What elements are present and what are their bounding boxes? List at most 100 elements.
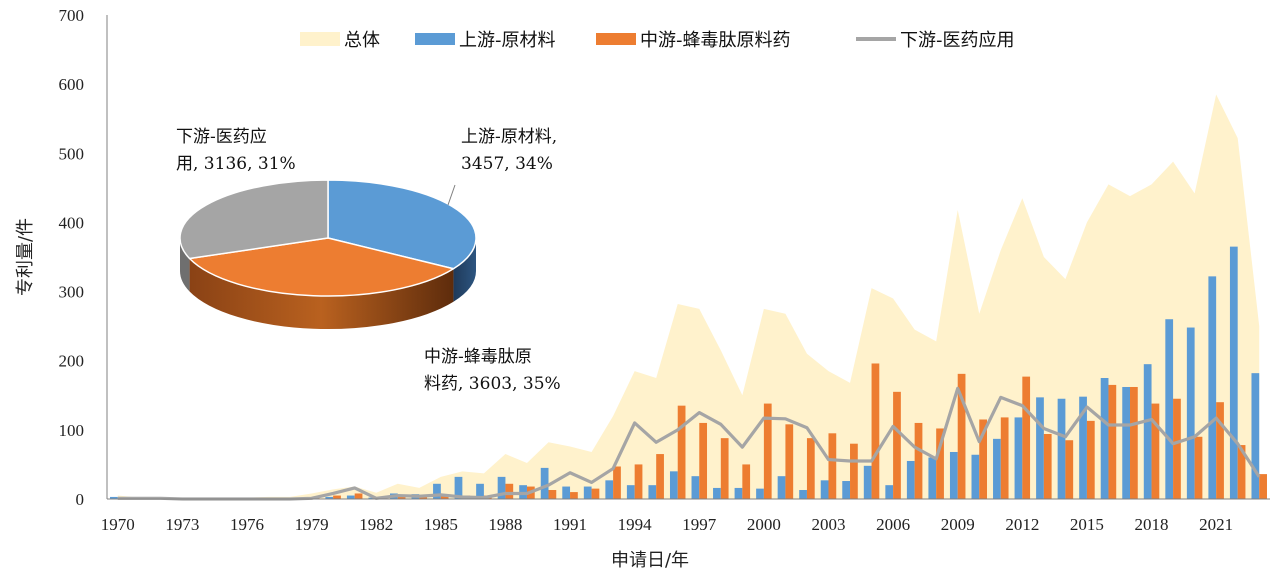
pie-slice — [179, 179, 329, 260]
pie-chart — [179, 179, 477, 329]
x-tick-label: 1991 — [553, 515, 587, 534]
x-tick-label: 1976 — [230, 515, 264, 534]
area-series-layer — [117, 94, 1260, 499]
bar-upstream — [1057, 398, 1066, 499]
bar-midstream — [699, 422, 708, 499]
x-tick-label: 1994 — [618, 515, 653, 534]
line-downstream — [117, 386, 1261, 501]
bar-midstream — [957, 373, 966, 499]
bar-midstream — [936, 428, 944, 499]
line-series-layer — [117, 386, 1261, 501]
bar-upstream — [110, 496, 118, 499]
bar-upstream — [1122, 386, 1131, 499]
bar-upstream — [906, 460, 915, 499]
legend-label-midstream: 中游-蜂毒肽原料药 — [640, 30, 791, 51]
x-tick-label: 1997 — [682, 515, 717, 534]
x-tick-label: 1979 — [295, 515, 329, 534]
bar-upstream — [583, 486, 592, 499]
pie-label-midstream-line2: 料药, 3603, 35% — [424, 374, 561, 394]
bar-midstream — [333, 495, 341, 499]
bar-midstream — [1000, 417, 1009, 499]
x-tick-label: 2000 — [747, 515, 781, 534]
pie-label-downstream-line2: 用, 3136, 31% — [176, 154, 296, 174]
bar-midstream — [785, 424, 794, 499]
pie-labels: 下游-医药应 用, 3136, 31% 上游-原材料, 3457, 34% 中游… — [176, 127, 561, 394]
bar-upstream — [734, 487, 743, 499]
bar-upstream — [777, 476, 786, 499]
bar-upstream — [454, 476, 463, 499]
bar-midstream — [1108, 384, 1117, 499]
bar-midstream — [1086, 420, 1095, 499]
x-tick-label: 1988 — [488, 515, 522, 534]
bar-upstream — [1186, 327, 1195, 499]
y-tick-label: 200 — [59, 352, 85, 371]
x-tick-label: 2015 — [1070, 515, 1104, 534]
x-tick-label: 2006 — [876, 515, 910, 534]
bar-midstream — [914, 422, 923, 499]
bar-midstream — [979, 419, 987, 499]
legend-swatch-overall — [300, 32, 340, 46]
bar-upstream — [799, 490, 807, 499]
bar-midstream — [1151, 403, 1160, 499]
x-tick-label: 1970 — [101, 515, 135, 534]
bar-upstream — [971, 454, 980, 499]
bar-upstream — [1251, 373, 1260, 499]
bar-midstream — [656, 454, 664, 499]
bar-upstream — [626, 485, 635, 499]
bar-midstream — [763, 403, 772, 499]
pie-leader-line-upstream — [447, 184, 456, 206]
bar-midstream — [677, 405, 686, 499]
bar-upstream — [1036, 397, 1044, 499]
bar-midstream — [720, 438, 729, 499]
bar-midstream — [548, 490, 557, 499]
pie-side-wall — [180, 238, 190, 292]
pie-label-upstream-line2: 3457, 34% — [461, 154, 553, 174]
bar-upstream — [433, 483, 441, 499]
bar-upstream — [562, 486, 571, 499]
bar-upstream — [1143, 364, 1152, 499]
bar-midstream — [505, 483, 514, 499]
y-tick-label: 300 — [59, 283, 85, 302]
bar-midstream — [1237, 445, 1246, 499]
bar-midstream — [354, 493, 363, 499]
bar-midstream — [1065, 440, 1074, 499]
x-tick-label: 2018 — [1135, 515, 1169, 534]
bar-midstream — [634, 464, 643, 499]
bar-upstream — [885, 485, 894, 499]
y-tick-label: 0 — [76, 490, 85, 509]
bar-midstream — [570, 492, 578, 499]
bar-upstream — [928, 457, 937, 499]
bar-upstream — [949, 451, 958, 499]
x-tick-label: 1982 — [359, 515, 393, 534]
bar-midstream — [613, 466, 621, 499]
y-axis-title: 专利量/件 — [15, 218, 36, 296]
bar-upstream — [713, 487, 721, 499]
bar-upstream — [605, 480, 614, 499]
bar-midstream — [893, 391, 901, 499]
bar-midstream — [419, 496, 428, 499]
pie-slice — [188, 237, 455, 297]
bar-upstream — [648, 485, 657, 499]
bar-upstream — [1208, 276, 1217, 499]
legend-swatch-midstream — [596, 33, 636, 45]
bar-series-layer — [110, 246, 1267, 499]
bar-midstream — [1173, 398, 1181, 499]
bar-midstream — [828, 433, 837, 499]
bar-upstream — [476, 483, 484, 499]
bar-upstream — [691, 476, 700, 499]
legend-label-upstream: 上游-原材料 — [459, 30, 556, 51]
bar-upstream — [1079, 396, 1087, 499]
pie-label-downstream-line1: 下游-医药应 — [176, 127, 267, 147]
bar-midstream — [440, 495, 449, 499]
x-ticks: 1970 1973 1976 1979 1982 1985 1988 1991 1994 1997… — [101, 515, 1233, 534]
bar-upstream — [368, 497, 377, 499]
x-tick-label: 2003 — [811, 515, 845, 534]
bar-midstream — [871, 363, 880, 499]
bar-midstream — [1043, 434, 1052, 499]
legend-label-downstream: 下游-医药应用 — [900, 30, 1015, 51]
legend-swatch-upstream — [415, 33, 455, 45]
bar-upstream — [540, 467, 549, 499]
bar-upstream — [669, 471, 678, 499]
bar-upstream — [842, 481, 851, 499]
